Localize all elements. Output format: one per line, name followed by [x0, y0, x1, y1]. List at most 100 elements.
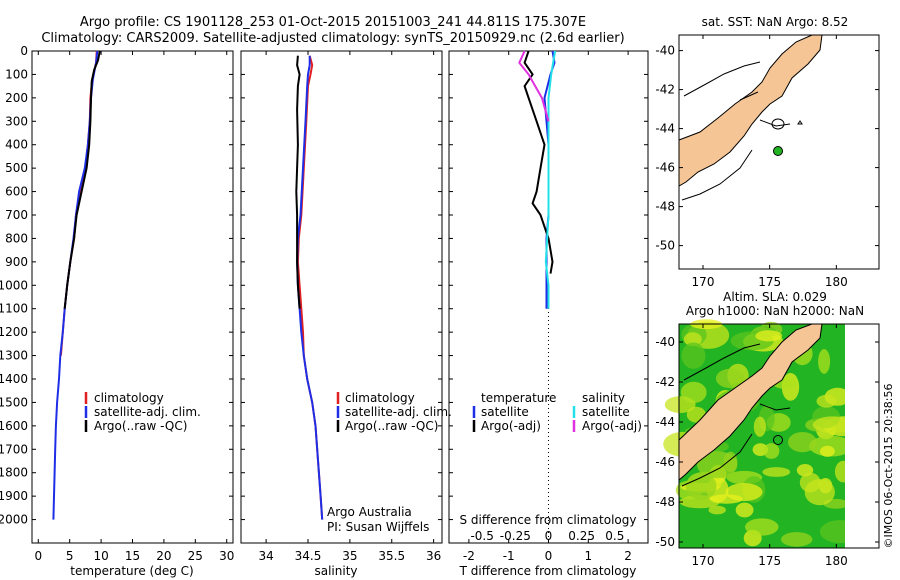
- legend-sal-argo-label: Argo(-adj): [582, 419, 642, 433]
- sst-map: sat. SST: NaN Argo: 8.52 -40 -42 -44 -46 -48…: [655, 15, 880, 289]
- depth-tick-label: 500: [5, 161, 28, 175]
- land-shape: [678, 323, 823, 482]
- sla-patch: [762, 467, 791, 477]
- x-tick-label: 35: [342, 549, 357, 563]
- depth-tick-label: 700: [5, 208, 28, 222]
- credit-line-1: Argo Australia: [327, 505, 412, 519]
- sla-patch: [680, 381, 707, 404]
- legend-sal-satellite-label: satellite: [582, 405, 630, 419]
- x-tick-label: 30: [219, 549, 234, 563]
- float-position-marker: [773, 146, 783, 156]
- salinity-axes-frame: [240, 50, 443, 544]
- sla-patch: [723, 451, 738, 473]
- float-position-marker: [773, 435, 783, 445]
- depth-tick-label: 1000: [0, 278, 28, 292]
- depth-tick-label: 0: [20, 44, 28, 58]
- legend-argo-label: Argo(..raw -QC): [345, 419, 438, 433]
- legend-satellite-label: satellite-adj. clim.: [345, 405, 452, 419]
- sla-patch: [804, 479, 835, 506]
- sst-map-title: sat. SST: NaN Argo: 8.52: [702, 15, 849, 29]
- shelf-contour: [681, 343, 791, 487]
- legend-salinity-heading: salinity: [582, 391, 625, 405]
- sla-patch: [735, 502, 754, 518]
- sla-patch: [781, 532, 813, 547]
- chatham-rise-contour: [771, 118, 785, 130]
- sla-map-title-2: Argo h1000: NaN h2000: NaN: [686, 304, 864, 318]
- sla-patch: [820, 445, 835, 457]
- lat-tick-label: -42: [655, 83, 675, 97]
- depth-tick-label: 1500: [0, 395, 28, 409]
- credit-line-2: PI: Susan Wijffels: [327, 520, 429, 534]
- series-line-argo-raw-qc: [63, 50, 101, 309]
- depth-tick-label: 1700: [0, 442, 28, 456]
- sla-patch: [788, 432, 817, 453]
- lat-tick-label: -50: [655, 239, 675, 253]
- legend-temperature-heading: temperature: [481, 391, 556, 405]
- depth-tick-label: 1600: [0, 419, 28, 433]
- x-tick-label: 15: [125, 549, 140, 563]
- depth-tick-label: 1100: [0, 302, 28, 316]
- legend-satellite-label: satellite-adj. clim.: [94, 405, 201, 419]
- sla-map-blank: [845, 324, 879, 548]
- sla-patch: [708, 505, 726, 515]
- salinity-diff-tick-label: -0.5: [470, 529, 493, 543]
- lon-tick-label: 175: [758, 275, 781, 289]
- shelf-contour: [681, 61, 791, 201]
- x-tick-label: 36: [426, 549, 441, 563]
- series-line-argo-raw-qc: [295, 55, 301, 309]
- bank-contour: [797, 120, 803, 125]
- imos-credit: ©IMOS 06-Oct-2015 20:38:56: [882, 383, 895, 548]
- depth-tick-label: 1400: [0, 372, 28, 386]
- lat-tick-label: -48: [655, 495, 675, 509]
- depth-tick-label: 1300: [0, 349, 28, 363]
- sla-patch: [818, 349, 831, 374]
- lat-tick-label: -50: [655, 535, 675, 549]
- sla-patch: [685, 472, 717, 500]
- legend-climatology-label: climatology: [94, 391, 164, 405]
- legend-temp-argo-label: Argo(-adj): [481, 419, 541, 433]
- salinity-diff-tick-label: 0.25: [568, 529, 595, 543]
- x-tick-label: -1: [503, 549, 515, 563]
- sla-patch: [715, 368, 745, 389]
- lat-tick-label: -46: [655, 455, 675, 469]
- depth-tick-label: 200: [5, 91, 28, 105]
- x-tick-label: 34: [258, 549, 273, 563]
- salinity-difference-xlabel: S difference from climatology: [460, 513, 637, 527]
- title-line-2: Climatology: CARS2009. Satellite-adjuste…: [41, 31, 624, 46]
- x-tick-label: 0: [545, 549, 553, 563]
- x-tick-label: 0: [34, 549, 42, 563]
- salinity-legend: climatology satellite-adj. clim. Argo(..…: [336, 391, 452, 433]
- lat-tick-label: -42: [655, 375, 675, 389]
- lon-tick-label: 170: [692, 275, 715, 289]
- x-tick-label: 10: [93, 549, 108, 563]
- lat-tick-label: -40: [655, 335, 675, 349]
- lon-tick-label: 170: [692, 554, 715, 568]
- sla-patch: [763, 443, 780, 459]
- depth-tick-label: 800: [5, 231, 28, 245]
- legend-temp-satellite-label: satellite: [481, 405, 529, 419]
- sla-patch: [725, 483, 763, 502]
- difference-legend: temperature satellite Argo(-adj) salinit…: [472, 391, 642, 433]
- depth-tick-label: 1900: [0, 489, 28, 503]
- depth-tick-label: 400: [5, 138, 28, 152]
- salinity-diff-tick-label: 0.5: [605, 529, 624, 543]
- lat-tick-label: -40: [655, 44, 675, 58]
- temperature-axes-frame: [31, 50, 234, 544]
- series-line-salinity-argo-adj: [518, 50, 550, 122]
- lat-tick-label: -46: [655, 161, 675, 175]
- depth-tick-label: 1200: [0, 325, 28, 339]
- temperature-legend: climatology satellite-adj. clim. Argo(..…: [84, 391, 201, 433]
- sla-patch: [816, 394, 837, 408]
- x-tick-label: 20: [156, 549, 171, 563]
- temperature-difference-xlabel: T difference from climatology: [459, 564, 637, 578]
- salinity-panel: 34 34.5 35 35.5 36 climatology satellite-adj…: [240, 50, 452, 578]
- sla-map-title-1: Altim. SLA: 0.029: [723, 290, 827, 304]
- x-tick-label: 25: [188, 549, 203, 563]
- title-line-1: Argo profile: CS 1901128_253 01-Oct-2015…: [80, 15, 586, 30]
- sla-patch: [683, 332, 702, 347]
- x-tick-label: 35.5: [378, 549, 405, 563]
- legend-argo-label: Argo(..raw -QC): [94, 419, 187, 433]
- land-shape: [678, 34, 823, 187]
